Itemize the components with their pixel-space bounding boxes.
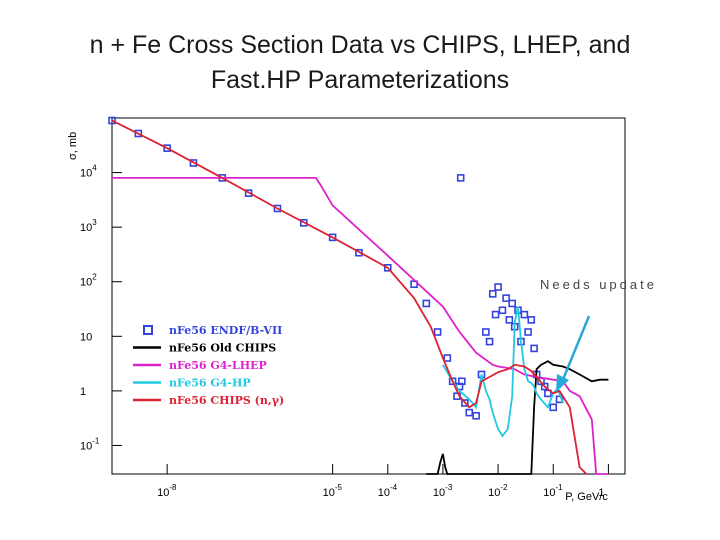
x-tick-label: 10-5 — [323, 483, 343, 499]
tick-labels: 10-8 10-5 10-4 10-3 10-2 10-1 110410310210110-… — [80, 164, 605, 499]
endf-data-point — [465, 408, 474, 417]
endf-data-point — [422, 299, 431, 308]
endf-data-point — [273, 204, 282, 213]
endf-data-point — [485, 337, 494, 346]
endf-data-point — [494, 283, 502, 291]
endf-data-point — [544, 389, 552, 398]
x-tick-label: 10-2 — [488, 483, 508, 499]
endf-data-point — [458, 377, 466, 386]
slide-title-line-1: n + Fe Cross Section Data vs CHIPS, LHEP… — [89, 31, 631, 59]
needs-update-note: Needs update — [540, 277, 657, 292]
endf-data-point — [524, 328, 532, 336]
legend-label: nFe56 ENDF/B-VII — [169, 324, 282, 337]
endf-data-point — [549, 403, 558, 412]
endf-data-point — [540, 382, 549, 391]
legend-swatch — [143, 325, 153, 335]
endf-data-point — [530, 344, 538, 353]
endf-data-point — [163, 144, 171, 152]
legend-label: nFe56 G4-LHEP — [169, 359, 267, 372]
endf-data-point — [328, 233, 337, 242]
endf-data-point — [134, 129, 143, 138]
endf-data-point — [508, 299, 516, 308]
endf-data-point — [410, 280, 418, 289]
legend-label: nFe56 G4-HP — [169, 377, 251, 390]
y-axis-label: σ, mb — [67, 132, 79, 160]
x-tick-label: 10-4 — [378, 483, 398, 499]
annotation-arrow — [560, 315, 591, 383]
x-tick-label: 10-3 — [433, 483, 453, 499]
series-line — [111, 119, 588, 475]
endf-data-point — [491, 310, 500, 319]
endf-data-point — [456, 174, 465, 182]
slide-title-line-2: Fast.HP Parameterizations — [210, 66, 510, 94]
endf-data-point — [108, 116, 116, 125]
legend: nFe56 ENDF/B-VII nFe56 Old CHIPS nFe56 G4-… — [133, 324, 284, 407]
endf-data-point — [448, 377, 457, 386]
series-line — [426, 360, 609, 475]
legend-label: nFe56 Old CHIPS — [169, 342, 276, 355]
endf-data-point — [498, 306, 507, 315]
endf-data-point — [482, 328, 490, 336]
y-tick-label: 102 — [80, 273, 97, 289]
axis-ticks — [112, 172, 609, 474]
y-tick-label: 104 — [80, 164, 97, 180]
x-tick-label: 10-8 — [157, 483, 177, 499]
endf-data-point — [433, 328, 442, 336]
annotation: Needs update — [540, 277, 657, 392]
y-tick-label: 10-1 — [80, 436, 100, 452]
series-line — [112, 177, 609, 475]
endf-data-point — [299, 219, 308, 227]
endf-data-point — [443, 354, 452, 362]
y-tick-label: 103 — [80, 218, 97, 234]
endf-data-point — [527, 316, 536, 324]
y-tick-label: 1 — [80, 386, 86, 398]
legend-label: nFe56 CHIPS (n,γ) — [169, 394, 284, 407]
endf-data-point — [472, 411, 480, 420]
endf-data-point — [488, 290, 497, 298]
x-axis-label: P, GeV/c — [565, 491, 608, 503]
slide-title: n + Fe Cross Section Data vs CHIPS, LHEP… — [20, 28, 700, 98]
endf-data-point — [502, 294, 510, 302]
plot-frame — [111, 117, 626, 475]
annotation-arrowhead — [556, 374, 569, 392]
x-tick-label: 10-1 — [543, 483, 563, 499]
series-layer — [108, 116, 609, 475]
x-tick-label: 1 — [598, 487, 604, 499]
endf-data-point — [505, 316, 514, 324]
y-tick-label: 10 — [80, 331, 92, 343]
endf-data-point — [461, 399, 469, 407]
endf-data-point — [383, 263, 392, 272]
endf-data-point — [520, 310, 529, 319]
